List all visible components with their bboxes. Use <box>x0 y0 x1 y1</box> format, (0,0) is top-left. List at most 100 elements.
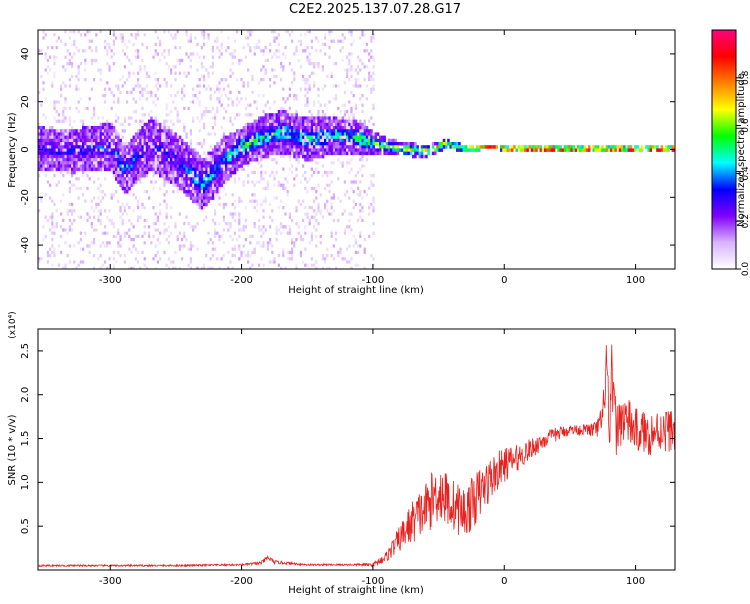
heat-cell <box>242 228 245 232</box>
heat-cell <box>238 215 241 219</box>
heat-cell <box>99 78 102 82</box>
heat-cell <box>42 158 45 162</box>
heat-cell <box>51 126 54 130</box>
heat-cell <box>240 154 243 159</box>
colorbar: 0.00.20.40.60.8 Normalized spectral ampl… <box>711 29 750 276</box>
heat-cell <box>214 170 217 175</box>
heat-cell <box>262 122 265 127</box>
heat-cell <box>269 42 272 46</box>
heat-cell <box>332 126 336 130</box>
heat-cell <box>282 145 285 149</box>
heat-cell <box>247 151 250 156</box>
heat-cell <box>363 190 366 194</box>
heat-cell <box>359 122 362 127</box>
heat-cell <box>295 167 298 171</box>
heat-cell <box>240 228 243 232</box>
heat-cell <box>253 132 257 136</box>
heat-cell <box>317 148 320 152</box>
colorbar-tick-label: 0.6 <box>741 118 750 133</box>
heat-cell <box>359 145 362 149</box>
heat-cell <box>55 145 59 149</box>
heat-cell <box>365 42 368 46</box>
heat-cell <box>161 132 164 136</box>
heat-cell <box>126 174 129 178</box>
heat-cell <box>64 148 67 152</box>
heat-cell <box>376 148 380 152</box>
heat-cell <box>115 129 118 133</box>
heat-cell <box>317 161 320 165</box>
heat-cell <box>112 158 116 162</box>
heat-cell <box>313 209 316 213</box>
heat-cell <box>638 148 642 152</box>
heat-cell <box>238 161 241 165</box>
heat-cell <box>156 170 160 175</box>
heat-cell <box>51 158 54 162</box>
heat-cell <box>645 145 648 149</box>
heat-cell <box>420 148 424 152</box>
heat-cell <box>216 151 219 156</box>
heat-cell <box>233 158 237 162</box>
heat-cell <box>324 151 327 156</box>
heat-cell <box>321 126 325 130</box>
heat-cell <box>222 177 226 181</box>
heat-cell <box>165 129 169 133</box>
heat-cell <box>79 215 82 219</box>
heat-cell <box>220 234 223 238</box>
heat-cell <box>84 138 87 143</box>
heat-cell <box>121 39 124 43</box>
heat-cell <box>119 206 122 210</box>
heat-cell <box>174 154 177 159</box>
heat-cell <box>200 116 203 120</box>
heat-cell <box>178 138 181 142</box>
heat-cell <box>139 119 142 123</box>
heat-cell <box>38 49 41 53</box>
heat-cell <box>145 170 149 175</box>
heat-cell <box>438 145 441 149</box>
heat-cell <box>357 218 360 222</box>
heat-cell <box>348 119 351 123</box>
y-tick-label: -40 <box>20 237 31 253</box>
heat-cell <box>214 212 217 216</box>
heat-cell <box>198 202 202 207</box>
heat-cell <box>275 148 279 152</box>
heat-cell <box>209 167 213 172</box>
heat-cell <box>64 158 67 162</box>
heat-cell <box>126 55 129 59</box>
heat-cell <box>156 164 160 168</box>
heat-cell <box>110 145 113 149</box>
heat-cell <box>192 52 195 56</box>
heat-cell <box>273 39 276 43</box>
heat-cell <box>293 151 296 156</box>
heat-cell <box>172 183 175 187</box>
heat-cell <box>330 119 334 124</box>
heat-cell <box>216 110 219 114</box>
heat-cell <box>249 135 252 140</box>
heat-cell <box>324 135 327 139</box>
heat-cell <box>601 148 604 152</box>
heat-cell <box>214 161 217 165</box>
heat-cell <box>244 126 247 130</box>
heat-cell <box>68 106 71 110</box>
heat-cell <box>178 46 181 50</box>
heat-cell <box>258 129 261 133</box>
heat-cell <box>324 202 327 206</box>
heat-cell <box>273 113 276 117</box>
heat-cell <box>119 122 122 126</box>
heat-cell <box>99 212 102 216</box>
heat-cell <box>64 145 67 149</box>
heat-cell <box>315 167 318 171</box>
heat-cell <box>128 116 131 120</box>
heat-cell <box>112 145 115 149</box>
heat-cell <box>302 148 305 152</box>
heat-cell <box>308 122 311 126</box>
heat-cell <box>350 52 353 56</box>
heat-cell <box>308 84 311 88</box>
heat-cell <box>253 247 256 251</box>
heat-cell <box>321 164 324 168</box>
heat-cell <box>394 148 397 152</box>
heat-cell <box>134 174 138 178</box>
heat-cell <box>170 164 173 168</box>
heat-cell <box>178 247 181 251</box>
heat-cell <box>229 135 232 140</box>
heat-cell <box>291 250 294 254</box>
